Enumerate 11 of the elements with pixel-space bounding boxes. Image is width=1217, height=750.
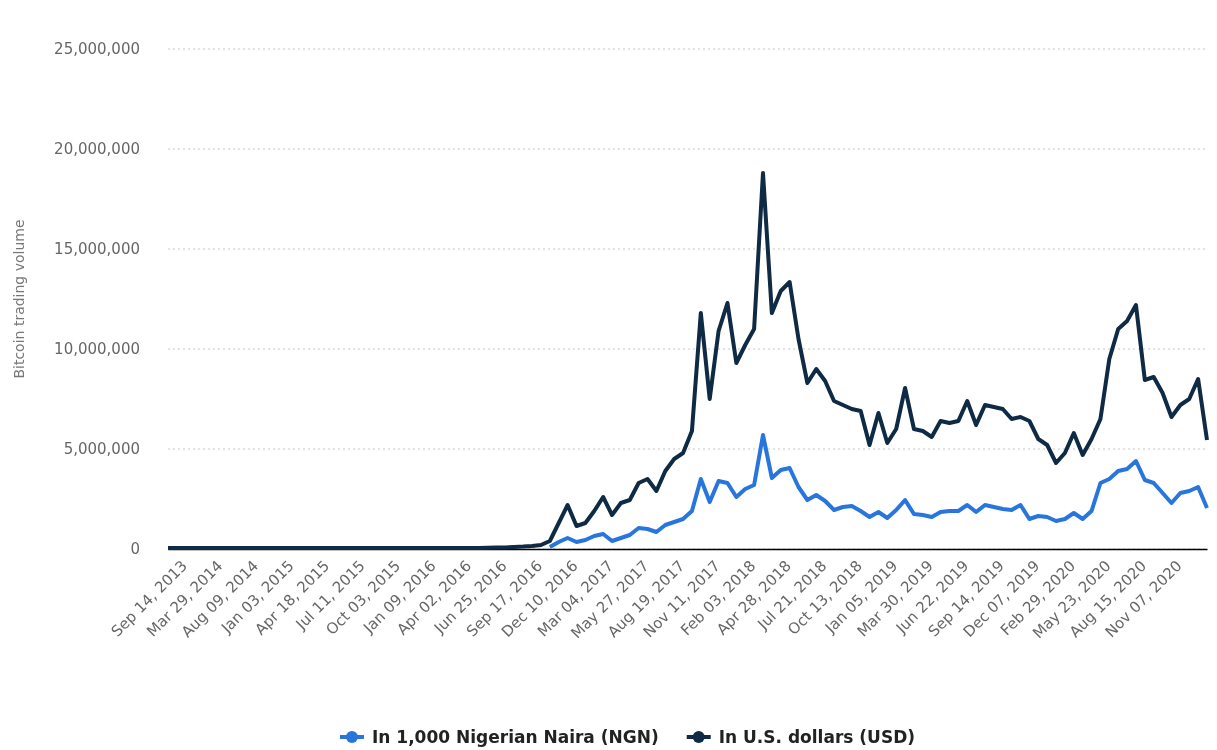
- y-tick-label: 5,000,000: [63, 440, 140, 459]
- y-tick-label: 10,000,000: [54, 340, 140, 359]
- line-series: [547, 433, 1209, 549]
- legend-label: In U.S. dollars (USD): [718, 727, 916, 747]
- line-series: [166, 171, 1209, 550]
- y-tick-label: 15,000,000: [54, 240, 140, 259]
- y-tick-label: 20,000,000: [54, 140, 140, 159]
- legend-label: In 1,000 Nigerian Naira (NGN): [371, 727, 659, 747]
- y-tick-label: 25,000,000: [54, 40, 140, 59]
- y-axis-title: Bitcoin trading volume: [11, 219, 27, 379]
- y-tick-label: 0: [130, 540, 140, 559]
